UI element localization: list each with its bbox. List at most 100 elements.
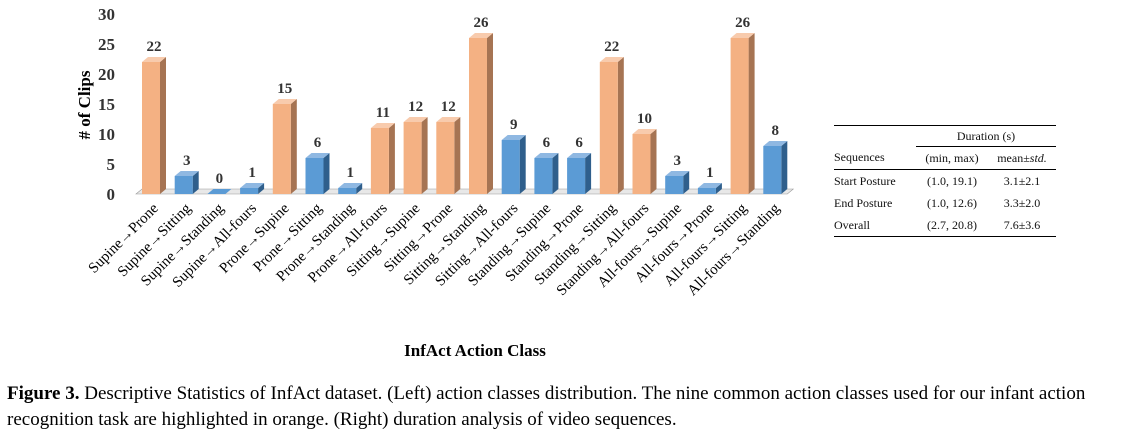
bar-Prone→Supine: [272, 99, 297, 194]
caption-label: Figure 3.: [7, 383, 80, 404]
bar-side: [290, 99, 297, 194]
bar-side: [160, 57, 166, 194]
value-label: 9: [510, 117, 518, 133]
y-tick-label: 25: [98, 35, 115, 54]
bar-top: [370, 123, 395, 128]
chart-floor: [135, 188, 795, 195]
bar-side: [323, 153, 330, 194]
bar-side: [192, 171, 199, 194]
bar-front: [174, 176, 193, 194]
y-tick-label: 10: [98, 125, 115, 144]
y-axis-title: # of Clips: [75, 70, 94, 139]
bar-All-fours→Supine: [665, 171, 690, 194]
bar-front: [305, 158, 324, 194]
bar-top: [697, 183, 722, 188]
value-label: 6: [575, 135, 583, 151]
bar-Standing→All-fours: [632, 129, 657, 194]
bar-front: [469, 38, 487, 194]
bar-top: [501, 135, 526, 140]
x-axis-title: InfAct Action Class: [404, 341, 546, 360]
y-tick-label: 0: [107, 185, 116, 204]
value-label: 22: [147, 39, 162, 55]
table-row: End Posture (1.0, 12.6) 3.3±2.0: [834, 192, 1056, 214]
value-label: 12: [441, 99, 456, 115]
value-label: 1: [706, 165, 714, 181]
bar-Supine→Sitting: [174, 171, 199, 194]
bar-side: [585, 153, 592, 194]
bar-front: [142, 62, 160, 194]
value-label: 12: [408, 99, 423, 115]
bar-top: [567, 153, 592, 158]
bar-front: [697, 188, 716, 194]
bar-front: [370, 128, 389, 194]
bar-front: [501, 140, 520, 194]
y-tick-label: 5: [107, 155, 116, 174]
value-label: 15: [277, 81, 292, 97]
bar-front: [403, 122, 422, 194]
value-label: 10: [637, 111, 652, 127]
bar-front: [240, 188, 259, 194]
bar-top: [599, 57, 624, 62]
col-header-sequences: Sequences: [834, 146, 916, 170]
row-range: (1.0, 19.1): [927, 173, 977, 188]
value-label: 6: [314, 135, 322, 151]
bars: [142, 33, 788, 194]
x-axis-categories: Supine→ProneSupine→SittingSupine→Standin…: [86, 200, 784, 299]
bar-top: [730, 33, 755, 38]
bar-side: [552, 153, 559, 194]
bar-Sitting→All-fours: [501, 135, 526, 194]
value-label: 3: [673, 153, 681, 169]
bar-Supine→Standing: [207, 189, 232, 194]
bar-front: [665, 176, 684, 194]
table-row: Overall (2.7, 20.8) 7.6±3.6: [834, 214, 1056, 237]
y-tick-label: 20: [98, 65, 115, 84]
value-label: 1: [248, 165, 256, 181]
bar-top: [207, 189, 232, 194]
bar-top: [403, 117, 428, 122]
row-range: (2.7, 20.8): [916, 214, 988, 237]
bar-side: [715, 183, 722, 194]
bar-front: [272, 104, 291, 194]
bar-top: [665, 171, 690, 176]
value-label: 1: [346, 165, 354, 181]
value-label: 11: [376, 105, 390, 121]
caption-text: Descriptive Statistics of InfAct dataset…: [7, 383, 1086, 430]
bar-front: [567, 158, 586, 194]
bar-Prone→All-fours: [370, 123, 395, 194]
bar-side: [454, 117, 461, 194]
bar-top: [469, 33, 493, 38]
duration-table: Duration (s) Sequences (min, max) mean±s…: [834, 125, 1056, 237]
bar-front: [436, 122, 455, 194]
bar-side: [421, 117, 428, 194]
bar-Supine→All-fours: [240, 183, 265, 194]
row-mean: 3.3±2.0: [1003, 195, 1041, 210]
chart-floor-plane: [135, 188, 795, 195]
bar-Prone→Standing: [338, 183, 363, 194]
bar-Standing→Sitting: [599, 57, 624, 194]
bar-side: [356, 183, 363, 194]
y-tick-label: 30: [98, 5, 115, 24]
bar-Standing→Supine: [534, 153, 559, 194]
bar-All-fours→Sitting: [730, 33, 755, 194]
bar-top: [142, 57, 166, 62]
row-label: Overall: [834, 214, 916, 237]
bar-top: [305, 153, 330, 158]
row-mean: 3.1±2.1: [1003, 173, 1041, 188]
value-label: 8: [772, 123, 780, 139]
bar-All-fours→Standing: [763, 141, 788, 194]
bar-side: [781, 141, 788, 194]
y-tick-label: 15: [98, 95, 115, 114]
bar-side: [748, 33, 755, 194]
value-label: 3: [183, 153, 191, 169]
bar-top: [763, 141, 788, 146]
row-range: (1.0, 12.6): [927, 195, 977, 210]
bar-side: [519, 135, 526, 194]
bar-top: [240, 183, 265, 188]
bar-side: [258, 183, 265, 194]
row-label: Start Posture: [834, 173, 896, 188]
value-label: 0: [216, 171, 224, 187]
col-header-mean-std: mean±std.: [988, 146, 1056, 170]
bar-front: [338, 188, 357, 194]
